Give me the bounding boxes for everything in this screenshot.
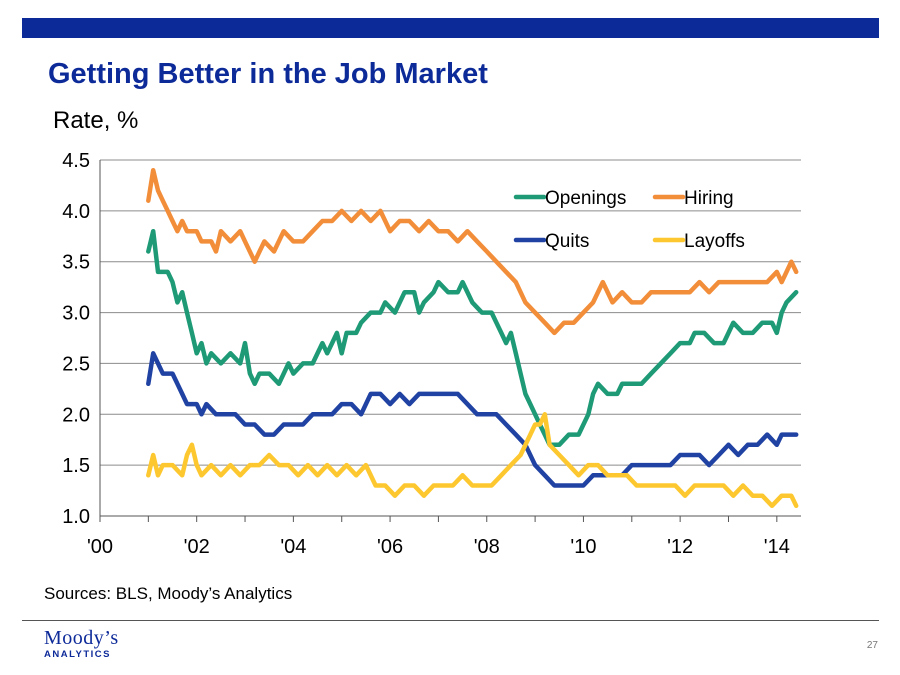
page-title: Getting Better in the Job Market bbox=[48, 58, 488, 90]
y-tick-label: 2.0 bbox=[62, 404, 90, 426]
series-line-hiring bbox=[146, 167, 799, 336]
legend-label-hiring: Hiring bbox=[684, 188, 734, 209]
x-tick-label: '02 bbox=[184, 536, 210, 558]
y-tick-label: 4.0 bbox=[62, 201, 90, 223]
x-tick-label: '04 bbox=[280, 536, 306, 558]
x-tick-label: '06 bbox=[377, 536, 403, 558]
x-tick-label: '00 bbox=[87, 536, 113, 558]
y-tick-label: 1.0 bbox=[62, 506, 90, 528]
footer-divider bbox=[22, 620, 879, 621]
y-tick-label: 4.5 bbox=[62, 150, 90, 172]
source-note: Sources: BLS, Moody’s Analytics bbox=[44, 584, 293, 603]
moodys-logo: Moody’s ANALYTICS bbox=[44, 627, 119, 661]
legend-label-layoffs: Layoffs bbox=[684, 231, 745, 252]
header-bar bbox=[22, 18, 879, 38]
logo-subtitle: ANALYTICS bbox=[44, 649, 111, 660]
legend-label-quits: Quits bbox=[545, 231, 589, 252]
y-tick-label: 1.5 bbox=[62, 455, 90, 477]
series-line-openings bbox=[146, 228, 799, 448]
logo-wordmark: Moody’s bbox=[44, 627, 119, 649]
x-tick-label: '08 bbox=[474, 536, 500, 558]
x-tick-label: '14 bbox=[764, 536, 790, 558]
y-tick-label: 2.5 bbox=[62, 353, 90, 375]
legend-label-openings: Openings bbox=[545, 188, 626, 209]
page-number: 27 bbox=[866, 640, 878, 651]
x-tick-label: '10 bbox=[570, 536, 596, 558]
series-line-layoffs bbox=[146, 412, 799, 509]
y-axis-unit-label: Rate, % bbox=[53, 107, 139, 134]
x-tick-label: '12 bbox=[667, 536, 693, 558]
series-line-quits bbox=[146, 351, 799, 488]
y-tick-label: 3.5 bbox=[62, 252, 90, 274]
y-tick-label: 3.0 bbox=[62, 303, 90, 325]
